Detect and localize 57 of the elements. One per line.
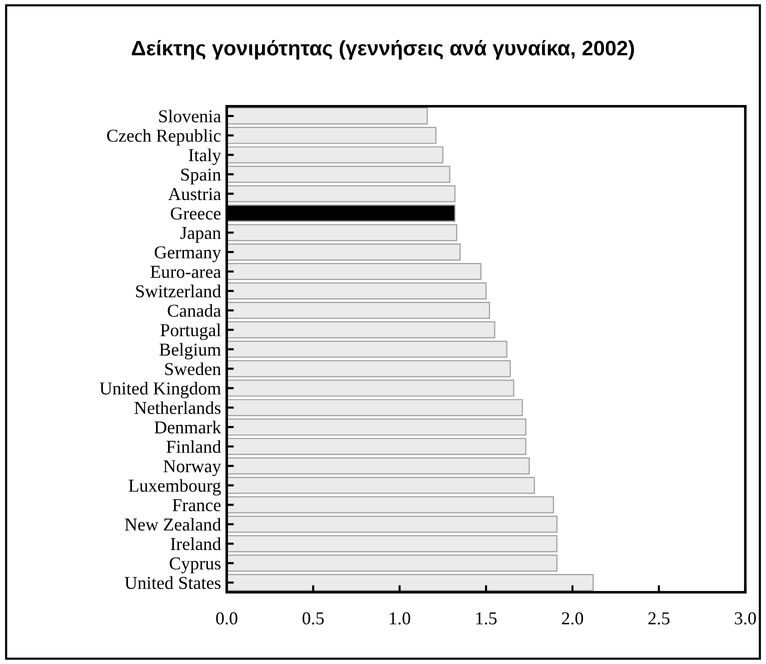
x-tick-label: 0.0 bbox=[216, 612, 238, 625]
bar bbox=[226, 126, 436, 144]
bar bbox=[226, 554, 558, 572]
bar bbox=[226, 574, 594, 592]
bar bbox=[226, 438, 526, 455]
y-tick-label: Finland bbox=[166, 440, 221, 453]
y-tick-label: Sweden bbox=[165, 362, 221, 376]
x-tick-label: 1.0 bbox=[390, 612, 410, 625]
bar bbox=[226, 262, 482, 280]
x-tick-label: 0.5 bbox=[302, 612, 324, 625]
y-tick-label: Switzerland bbox=[136, 284, 221, 298]
bar bbox=[226, 516, 558, 533]
x-tick-label: 2.0 bbox=[562, 612, 584, 625]
y-tick-label: Slovenia bbox=[159, 110, 221, 122]
chart-title: Δείκτης γονιμότητας (γεννήσεις ανά γυναίκα, 2002) bbox=[132, 40, 634, 60]
bar bbox=[226, 166, 450, 183]
bar bbox=[226, 244, 461, 261]
bar bbox=[226, 535, 558, 552]
bar bbox=[226, 107, 428, 124]
bar bbox=[226, 185, 456, 202]
y-tick-label: Belgium bbox=[160, 343, 221, 360]
y-tick-label: Norway bbox=[164, 460, 222, 476]
bar bbox=[226, 224, 458, 242]
y-tick-label: Germany bbox=[154, 246, 222, 262]
y-tick-label: Ireland bbox=[170, 537, 221, 550]
y-tick-label: Denmark bbox=[154, 420, 222, 434]
x-tick-label: 3.0 bbox=[734, 612, 756, 625]
x-tick-label: 1.5 bbox=[476, 612, 497, 625]
y-tick-label: Spain bbox=[181, 168, 221, 184]
y-tick-label: Czech Republic bbox=[107, 129, 221, 146]
y-tick-label: Portugal bbox=[160, 324, 221, 340]
bar bbox=[226, 302, 490, 319]
y-tick-label: United States bbox=[124, 576, 221, 590]
y-tick-label: Austria bbox=[168, 188, 221, 200]
y-tick-label: Italy bbox=[188, 148, 222, 166]
y-tick-label: Luxembourg bbox=[128, 479, 221, 496]
bar bbox=[226, 457, 530, 474]
y-tick-label: Canada bbox=[168, 304, 221, 317]
y-tick-label: United Kingdom bbox=[100, 382, 221, 398]
y-tick-label: Japan bbox=[180, 227, 221, 243]
bar bbox=[226, 418, 526, 436]
y-tick-label: Euro-area bbox=[150, 266, 221, 278]
bar bbox=[226, 380, 514, 397]
y-tick-label: New Zealand bbox=[124, 518, 221, 531]
y-tick-label: Netherlands bbox=[134, 401, 221, 414]
bar bbox=[226, 399, 523, 416]
y-tick-label: France bbox=[172, 499, 221, 512]
x-tick-label: 2.5 bbox=[648, 612, 670, 625]
bar bbox=[226, 146, 444, 164]
bar bbox=[226, 282, 487, 300]
bar bbox=[226, 496, 554, 514]
y-tick-label: Greece bbox=[170, 207, 221, 220]
y-tick-label: Cyprus bbox=[170, 557, 221, 574]
bar bbox=[226, 476, 535, 494]
bar bbox=[226, 321, 496, 338]
bar bbox=[226, 360, 511, 378]
bar bbox=[226, 340, 508, 358]
